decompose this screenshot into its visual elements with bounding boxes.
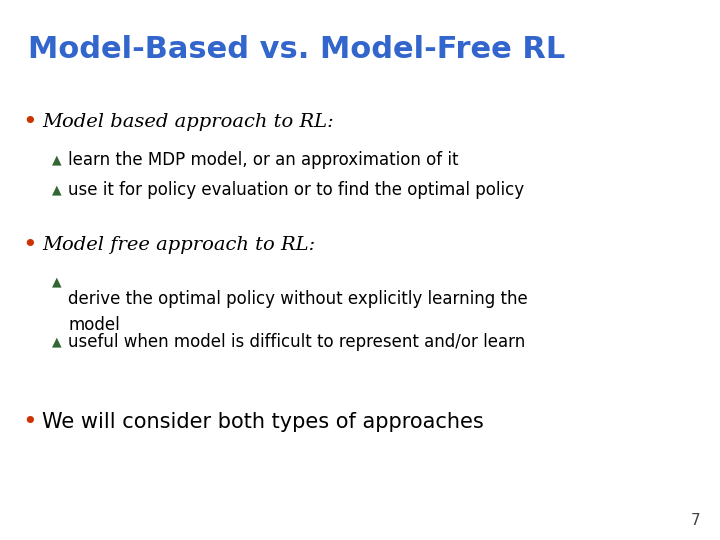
Text: •: • — [22, 410, 37, 434]
Text: ▲: ▲ — [52, 153, 62, 166]
Text: ▲: ▲ — [52, 335, 62, 348]
Text: •: • — [22, 110, 37, 134]
Text: ▲: ▲ — [52, 275, 62, 288]
Text: 7: 7 — [690, 513, 700, 528]
Text: •: • — [22, 233, 37, 257]
Text: Model free approach to RL:: Model free approach to RL: — [42, 236, 315, 254]
Text: derive the optimal policy without explicitly learning the
model: derive the optimal policy without explic… — [68, 290, 528, 334]
Text: Model-Based vs. Model-Free RL: Model-Based vs. Model-Free RL — [28, 35, 565, 64]
Text: Model based approach to RL:: Model based approach to RL: — [42, 113, 334, 131]
Text: We will consider both types of approaches: We will consider both types of approache… — [42, 412, 484, 432]
Text: use it for policy evaluation or to find the optimal policy: use it for policy evaluation or to find … — [68, 181, 524, 199]
Text: useful when model is difficult to represent and/or learn: useful when model is difficult to repres… — [68, 333, 526, 351]
Text: ▲: ▲ — [52, 184, 62, 197]
Text: learn the MDP model, or an approximation of it: learn the MDP model, or an approximation… — [68, 151, 459, 169]
